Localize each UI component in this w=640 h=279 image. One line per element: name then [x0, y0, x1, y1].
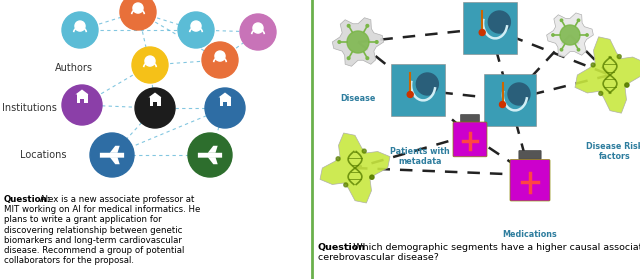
Text: MIT working on AI for medical informatics. He: MIT working on AI for medical informatic… [4, 205, 200, 214]
Circle shape [205, 88, 245, 128]
Text: plans to write a grant application for: plans to write a grant application for [4, 215, 162, 224]
Circle shape [407, 92, 413, 97]
Circle shape [344, 183, 348, 187]
Circle shape [202, 42, 238, 78]
Circle shape [120, 0, 156, 30]
Text: Disease Risk
factors: Disease Risk factors [586, 142, 640, 161]
Text: Authors: Authors [55, 63, 93, 73]
Circle shape [145, 56, 155, 66]
Circle shape [178, 12, 214, 48]
Polygon shape [110, 146, 120, 153]
Text: Medications: Medications [502, 230, 557, 239]
FancyBboxPatch shape [519, 150, 541, 159]
Circle shape [560, 49, 563, 51]
Text: Locations: Locations [20, 150, 67, 160]
Circle shape [191, 21, 201, 31]
Polygon shape [575, 37, 640, 113]
Circle shape [362, 149, 366, 153]
Polygon shape [148, 93, 161, 97]
Circle shape [338, 41, 340, 43]
Circle shape [133, 3, 143, 13]
FancyBboxPatch shape [100, 153, 124, 158]
Text: Alex is a new associate professor at: Alex is a new associate professor at [37, 195, 195, 204]
Text: Question:: Question: [4, 195, 51, 204]
Circle shape [215, 51, 225, 61]
FancyBboxPatch shape [510, 160, 550, 201]
Circle shape [132, 47, 168, 83]
Text: disease. Recommend a group of potential: disease. Recommend a group of potential [4, 246, 184, 255]
Text: : Which demographic segments have a higher causal association to: : Which demographic segments have a high… [347, 243, 640, 252]
Circle shape [625, 83, 629, 87]
FancyBboxPatch shape [150, 97, 161, 106]
Circle shape [336, 157, 340, 161]
Circle shape [560, 19, 563, 21]
Circle shape [488, 11, 510, 33]
Polygon shape [76, 90, 88, 94]
FancyBboxPatch shape [223, 102, 227, 106]
Circle shape [370, 175, 374, 179]
Circle shape [417, 73, 438, 95]
Text: cerebrovascular disease?: cerebrovascular disease? [318, 254, 439, 263]
Polygon shape [547, 13, 593, 57]
Text: Patients with
metadata: Patients with metadata [390, 147, 450, 166]
Circle shape [552, 34, 554, 36]
FancyBboxPatch shape [461, 114, 479, 122]
FancyBboxPatch shape [198, 153, 222, 158]
Text: Institutions: Institutions [2, 103, 57, 113]
FancyBboxPatch shape [154, 102, 157, 106]
Circle shape [135, 88, 175, 128]
Circle shape [499, 102, 506, 107]
Circle shape [188, 133, 232, 177]
Polygon shape [320, 133, 390, 203]
Circle shape [577, 19, 580, 21]
Circle shape [253, 23, 263, 33]
Circle shape [366, 57, 369, 59]
Circle shape [348, 57, 350, 59]
FancyBboxPatch shape [391, 64, 445, 116]
Circle shape [62, 85, 102, 125]
Circle shape [370, 175, 374, 179]
Circle shape [376, 41, 378, 43]
Polygon shape [110, 157, 120, 164]
Circle shape [347, 31, 369, 53]
Circle shape [560, 25, 580, 45]
Text: collaborators for the proposal.: collaborators for the proposal. [4, 256, 134, 265]
FancyBboxPatch shape [484, 74, 536, 126]
Circle shape [577, 49, 580, 51]
Circle shape [586, 34, 588, 36]
Polygon shape [208, 146, 218, 153]
Text: discovering relationship between genetic: discovering relationship between genetic [4, 226, 182, 235]
Circle shape [617, 55, 621, 59]
Circle shape [90, 133, 134, 177]
Circle shape [591, 63, 595, 67]
Text: Question: Question [318, 243, 366, 252]
FancyBboxPatch shape [453, 122, 487, 157]
FancyBboxPatch shape [463, 2, 517, 54]
Circle shape [479, 30, 485, 35]
Polygon shape [208, 157, 218, 164]
Circle shape [348, 25, 350, 27]
Circle shape [508, 83, 530, 105]
FancyBboxPatch shape [220, 97, 230, 106]
Text: Disease: Disease [340, 94, 376, 103]
Circle shape [599, 92, 603, 95]
Polygon shape [218, 93, 232, 97]
Circle shape [366, 25, 369, 27]
Circle shape [75, 21, 85, 31]
Circle shape [625, 83, 629, 87]
FancyBboxPatch shape [77, 94, 88, 103]
FancyBboxPatch shape [81, 99, 84, 103]
Circle shape [62, 12, 98, 48]
Text: biomarkers and long-term cardiovascular: biomarkers and long-term cardiovascular [4, 236, 182, 245]
Polygon shape [332, 18, 384, 66]
Circle shape [240, 14, 276, 50]
